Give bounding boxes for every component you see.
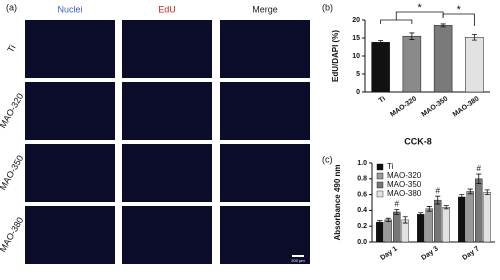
column-header: Nuclei	[57, 4, 82, 14]
legend-swatch	[376, 163, 384, 171]
x-tick-label: Ti	[378, 95, 387, 104]
bar	[465, 37, 484, 93]
error-bar	[467, 188, 473, 195]
y-tick-label: 1.0	[357, 160, 367, 167]
significance-bracket	[380, 11, 444, 24]
micrograph	[122, 144, 212, 202]
error-bar	[418, 212, 424, 217]
x-tick-label: MAO-320	[389, 95, 418, 118]
micrograph	[122, 82, 212, 140]
bar	[417, 214, 425, 243]
y-tick-label: 20	[352, 17, 360, 24]
error-bar	[484, 189, 490, 195]
legend-label: MAO-380	[387, 189, 422, 198]
bar	[483, 192, 491, 243]
scale-bar-label: 200 μm	[291, 258, 305, 263]
significance-mark: *	[457, 4, 462, 16]
error-bar	[443, 205, 449, 210]
micrograph	[25, 144, 115, 202]
error-bar	[471, 34, 477, 41]
bar	[402, 35, 422, 93]
error-bar	[402, 216, 408, 224]
x-tick-label: Day 1	[379, 245, 398, 262]
micrograph	[220, 82, 310, 140]
bar	[442, 207, 450, 243]
bar	[393, 211, 401, 243]
x-tick-label: Day 7	[461, 245, 480, 262]
y-tick-label: 0.0	[357, 239, 367, 246]
significance-mark: #	[436, 186, 441, 195]
bar	[425, 208, 433, 243]
y-axis-label: EdU/DAPI (%)	[331, 30, 340, 82]
micrograph	[220, 20, 310, 78]
panel-label: (a)	[6, 2, 17, 12]
error-bar	[377, 220, 383, 225]
legend-label: MAO-350	[387, 180, 422, 189]
error-bar	[435, 195, 441, 205]
error-bar	[440, 23, 446, 28]
micrograph	[220, 144, 310, 202]
error-bar	[394, 209, 400, 215]
chart-title: CCK-8	[404, 136, 432, 146]
x-tick-label: Day 3	[420, 245, 439, 262]
bar	[458, 196, 466, 243]
legend-label: MAO-320	[387, 171, 422, 180]
bar	[371, 42, 390, 93]
micrograph	[25, 206, 115, 264]
legend-swatch	[376, 190, 384, 198]
significance-mark: *	[418, 2, 423, 14]
micrograph	[122, 206, 212, 264]
y-tick-label: 10	[352, 53, 360, 60]
row-label: MAO-320	[0, 92, 25, 130]
panel-label: (b)	[322, 2, 333, 12]
error-bar	[378, 40, 384, 45]
significance-mark: #	[395, 200, 400, 209]
x-tick-label: MAO-380	[452, 95, 481, 118]
column-header: EdU	[158, 4, 176, 14]
bar	[433, 25, 453, 93]
bar	[376, 222, 384, 243]
row-label: Ti	[5, 43, 17, 54]
error-bar	[385, 217, 391, 222]
y-tick-label: 0.8	[357, 176, 367, 183]
x-tick-label: MAO-350	[420, 95, 449, 118]
y-tick-label: 15	[352, 35, 360, 42]
bar	[466, 191, 474, 243]
bar	[434, 199, 442, 243]
row-label: MAO-350	[0, 154, 25, 192]
y-tick-label: 0.6	[357, 191, 367, 198]
scale-bar	[292, 255, 304, 257]
y-axis-label: Absorbance 490 nm	[333, 164, 342, 240]
column-header: Merge	[252, 4, 278, 14]
legend-label: Ti	[387, 162, 394, 171]
error-bar	[459, 194, 465, 200]
error-bar	[476, 173, 482, 184]
y-tick-label: 0	[356, 89, 360, 96]
bar	[475, 178, 483, 243]
micrograph	[25, 82, 115, 140]
micrograph	[220, 206, 310, 264]
legend-swatch	[376, 172, 384, 180]
significance-bracket	[442, 13, 475, 26]
bar	[384, 219, 392, 243]
error-bar	[409, 32, 415, 40]
y-tick-label: 0.2	[357, 223, 367, 230]
legend-swatch	[376, 181, 384, 189]
y-tick-label: 5	[356, 71, 360, 78]
row-label: MAO-380	[0, 216, 25, 254]
significance-mark: #	[477, 164, 482, 173]
micrograph	[25, 20, 115, 78]
micrograph	[122, 20, 212, 78]
panel-label: (c)	[322, 154, 333, 164]
y-tick-label: 0.4	[357, 207, 367, 214]
error-bar	[426, 206, 432, 212]
